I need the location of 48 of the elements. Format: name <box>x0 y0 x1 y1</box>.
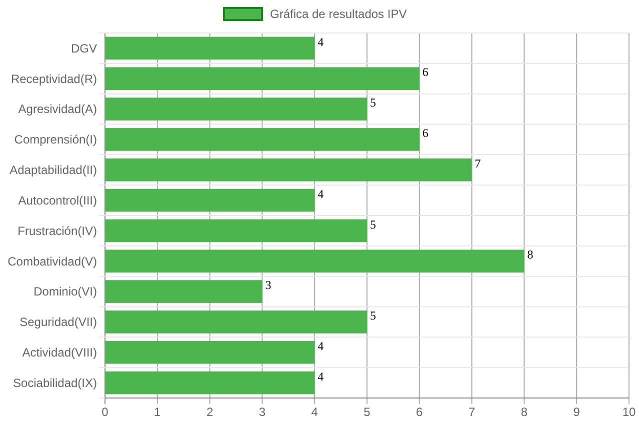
data-label: 8 <box>527 248 534 262</box>
bar <box>105 340 315 364</box>
bar <box>105 128 420 151</box>
bar <box>105 280 262 303</box>
data-label: 4 <box>318 186 324 201</box>
data-label: 4 <box>318 369 324 384</box>
y-tick-label: Autocontrol(III) <box>18 193 97 208</box>
x-tick-label: 0 <box>102 405 109 419</box>
x-tick-label: 7 <box>468 405 476 419</box>
x-tick-label: 9 <box>573 405 580 419</box>
y-tick-label: Comprensión(I) <box>14 132 97 147</box>
y-tick-label: Seguridad(VII) <box>20 315 97 330</box>
x-tick-label: 8 <box>520 405 528 419</box>
data-label: 7 <box>474 156 481 170</box>
y-tick-label: Agresividad(A) <box>18 102 97 116</box>
x-tick-label: 4 <box>311 405 318 419</box>
bar <box>105 36 315 60</box>
x-tick-label: 1 <box>154 405 162 419</box>
data-label: 6 <box>422 65 428 80</box>
y-tick-label: Dominio(VI) <box>34 284 97 299</box>
bar <box>105 188 315 212</box>
bar <box>105 158 472 182</box>
x-tick-label: 6 <box>416 405 424 419</box>
x-tick-label: 10 <box>622 405 636 419</box>
bar <box>105 219 367 242</box>
y-tick-label: Frustración(IV) <box>18 224 97 238</box>
x-tick-label: 3 <box>258 405 266 419</box>
y-tick-label: Combatividad(V) <box>8 254 97 268</box>
y-tick-label: Receptividad(R) <box>10 72 97 86</box>
data-label: 4 <box>318 338 324 353</box>
bar <box>105 67 420 90</box>
bar <box>105 98 367 120</box>
bar <box>105 371 315 394</box>
bar <box>105 310 367 334</box>
data-label: 6 <box>422 126 428 140</box>
y-tick-label: DGV <box>70 41 97 56</box>
data-label: 5 <box>370 217 376 232</box>
y-tick-label: Adaptabilidad(II) <box>10 163 97 178</box>
x-tick-label: 5 <box>364 405 371 419</box>
data-label: 5 <box>370 308 376 323</box>
y-tick-label: Actividad(VIII) <box>22 346 97 360</box>
data-label: 3 <box>265 278 272 292</box>
y-tick-label: Sociabilidad(IX) <box>12 376 97 390</box>
bar <box>105 250 524 273</box>
data-label: 4 <box>318 34 324 49</box>
legend-label: Gráfica de resultados IPV <box>270 7 407 21</box>
x-tick-label: 2 <box>206 405 214 419</box>
data-label: 5 <box>370 96 376 110</box>
